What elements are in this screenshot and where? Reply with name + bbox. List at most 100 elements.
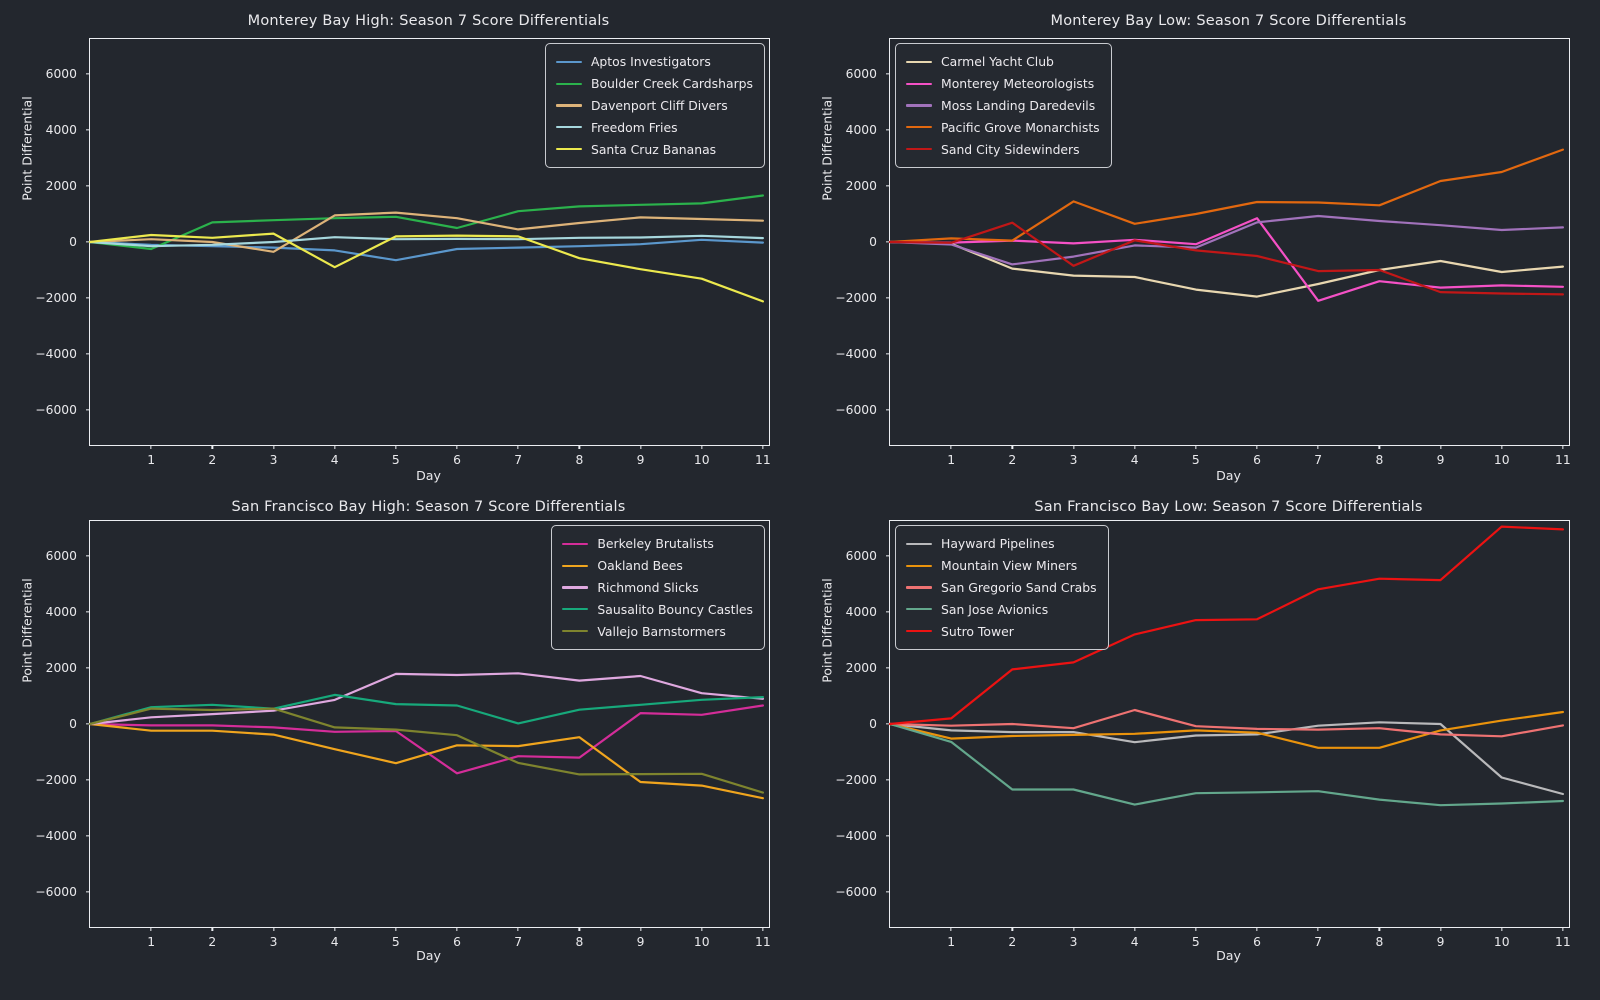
y-tick-label: −4000 <box>35 347 77 361</box>
series-line-sand-city-sidewinders <box>888 221 1565 296</box>
plot-area: 6000 4000 2000 0 −2000 −4000 −6000 1 2 3 4 5 6 7 8 9 10 1… <box>35 520 771 949</box>
x-tick-label: 4 <box>1130 935 1139 949</box>
series-line-davenport-cliff-divers <box>88 211 765 253</box>
y-tick-label: 2000 <box>845 661 877 675</box>
y-tick-mark <box>886 129 890 131</box>
y-tick-mark <box>86 835 90 837</box>
legend-item-pacific-grove-monarchists: Pacific Grove Monarchists <box>906 116 1100 138</box>
legend-line-swatch <box>906 126 932 129</box>
legend-label: Sutro Tower <box>941 623 1014 639</box>
x-tick-label: 6 <box>453 935 461 949</box>
y-tick-mark <box>886 353 890 355</box>
y-tick-mark <box>86 353 90 355</box>
legend-item-santa-cruz-bananas: Santa Cruz Bananas <box>555 138 753 160</box>
y-tick-mark <box>86 611 90 613</box>
series-line-san-jose-avionics <box>888 722 1565 807</box>
x-tick-label: 8 <box>1375 935 1384 949</box>
legend-item-carmel-yacht-club: Carmel Yacht Club <box>906 51 1100 73</box>
legend-item-mountain-view-miners: Mountain View Miners <box>906 555 1097 577</box>
series-line-san-gregorio-sand-crabs <box>888 708 1565 738</box>
legend-line-swatch <box>562 542 589 546</box>
y-tick-mark <box>86 297 90 299</box>
legend-label: Berkeley Brutalists <box>597 536 714 552</box>
x-axis-label: Day <box>1216 468 1241 483</box>
x-tick-label: 1 <box>947 935 956 949</box>
legend-label: Freedom Fries <box>590 119 678 135</box>
y-tick-label: 6000 <box>45 549 77 563</box>
x-tick-mark <box>1072 445 1075 449</box>
x-tick-mark <box>1562 445 1564 449</box>
series-line-mountain-view-miners <box>888 710 1565 749</box>
x-tick-label: 3 <box>269 935 278 949</box>
y-tick-mark <box>886 555 890 557</box>
y-tick-mark <box>886 185 890 187</box>
legend-label: Moss Landing Daredevils <box>941 97 1096 113</box>
legend-line-swatch <box>906 82 932 85</box>
y-tick-mark <box>886 297 890 299</box>
x-tick-label: 7 <box>1314 453 1323 467</box>
legend-item-monterey-meteorologists: Monterey Meteorologists <box>906 73 1100 95</box>
x-tick-mark <box>1134 445 1136 449</box>
x-tick-mark <box>1011 927 1013 931</box>
x-tick-mark <box>1195 445 1197 449</box>
x-tick-label: 8 <box>575 453 584 467</box>
x-tick-label: 10 <box>1493 935 1510 949</box>
y-tick-mark <box>86 409 90 411</box>
x-tick-label: 9 <box>636 935 645 949</box>
legend-line-swatch <box>555 60 582 64</box>
series-line-aptos-investigators <box>88 238 765 262</box>
x-tick-mark <box>950 445 952 449</box>
y-tick-label: −2000 <box>35 773 77 787</box>
x-tick-label: 6 <box>1253 453 1261 467</box>
x-tick-mark <box>701 927 703 931</box>
x-tick-label: 1 <box>147 453 156 467</box>
legend-item-boulder-creek-cardsharps: Boulder Creek Cardsharps <box>555 73 753 95</box>
legend-item-sutro-tower: Sutro Tower <box>906 620 1097 642</box>
y-tick-label: −6000 <box>35 885 77 899</box>
series-line-boulder-creek-cardsharps <box>88 194 765 251</box>
x-tick-mark <box>639 445 642 449</box>
x-tick-label: 8 <box>575 935 584 949</box>
y-tick-label: 2000 <box>45 661 77 675</box>
x-tick-label: 1 <box>947 453 956 467</box>
y-tick-mark <box>886 891 890 893</box>
y-tick-mark <box>886 409 890 411</box>
y-tick-label: 0 <box>69 235 77 249</box>
y-tick-mark <box>86 891 90 893</box>
x-tick-label: 8 <box>1375 453 1384 467</box>
x-tick-label: 11 <box>1555 935 1571 949</box>
y-tick-mark <box>886 241 890 243</box>
y-tick-mark <box>86 723 90 725</box>
y-tick-label: 4000 <box>45 605 77 619</box>
x-tick-label: 11 <box>755 453 771 467</box>
x-tick-mark <box>1501 927 1503 931</box>
y-tick-label: 2000 <box>45 179 77 193</box>
legend-line-swatch <box>906 104 932 107</box>
y-tick-label: −4000 <box>835 829 877 843</box>
y-tick-label: 4000 <box>845 123 877 137</box>
legend-line-swatch <box>555 126 582 129</box>
chart-title: San Francisco Bay Low: Season 7 Score Di… <box>1034 499 1423 515</box>
legend-label: Aptos Investigators <box>590 54 711 70</box>
x-tick-mark <box>517 445 519 449</box>
x-tick-mark <box>456 445 458 449</box>
y-tick-label: −4000 <box>835 347 877 361</box>
x-tick-label: 5 <box>391 935 400 949</box>
x-tick-mark <box>1378 927 1381 931</box>
y-tick-label: 6000 <box>45 67 77 81</box>
legend-label: Sausalito Bouncy Castles <box>597 601 753 617</box>
legend-line-swatch <box>906 564 932 567</box>
y-tick-label: 4000 <box>45 123 77 137</box>
y-tick-mark <box>86 667 90 669</box>
x-tick-label: 11 <box>755 935 771 949</box>
y-tick-mark <box>886 835 890 837</box>
x-tick-mark <box>1317 445 1319 449</box>
chart-san-francisco-bay-low: San Francisco Bay Low: Season 7 Score Di… <box>800 499 1600 1000</box>
x-tick-mark <box>639 927 642 931</box>
series-line-sausalito-bouncy-castles <box>88 693 765 726</box>
x-tick-mark <box>701 445 703 449</box>
x-tick-mark <box>1256 927 1258 931</box>
x-tick-label: 7 <box>514 935 523 949</box>
x-tick-mark <box>272 927 275 931</box>
